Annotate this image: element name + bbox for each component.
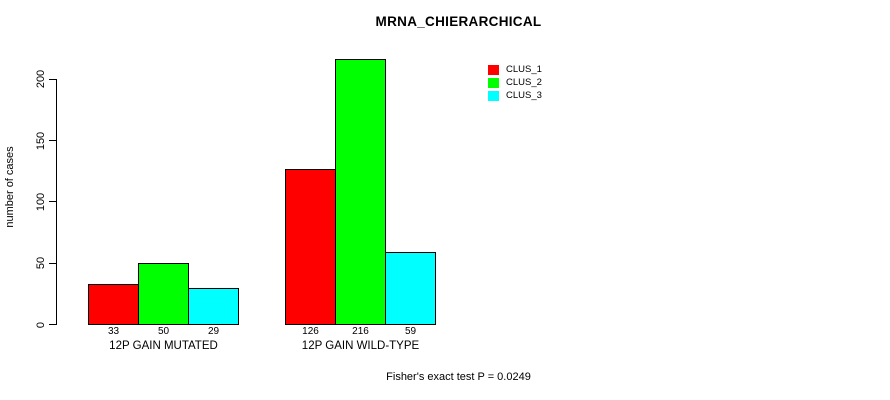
legend-row: CLUS_1	[488, 63, 542, 76]
bar-value-label: 50	[157, 326, 170, 337]
bar-clus_1-2	[285, 169, 336, 325]
bar-value-label: 59	[404, 326, 417, 337]
bar-clus_2-1	[138, 263, 189, 325]
y-axis-tick	[49, 201, 56, 203]
legend: CLUS_1 CLUS_2 CLUS_3	[488, 63, 542, 102]
y-axis-tick	[49, 78, 56, 80]
legend-swatch-clus_1	[488, 64, 499, 75]
y-tick-label: 50	[35, 257, 47, 270]
y-tick-label: 100	[35, 192, 47, 212]
legend-label: CLUS_1	[506, 64, 542, 75]
y-axis-tick	[49, 140, 56, 142]
y-tick-label: 150	[35, 131, 47, 150]
legend-row: CLUS_3	[488, 89, 542, 102]
legend-label: CLUS_3	[506, 90, 542, 101]
x-category-label: 12P GAIN MUTATED	[109, 340, 218, 352]
legend-label: CLUS_2	[506, 77, 542, 88]
legend-row: CLUS_2	[488, 76, 542, 89]
y-axis-tick	[49, 324, 56, 325]
legend-swatch-clus_2	[488, 77, 499, 88]
bar-value-label: 216	[352, 326, 369, 337]
y-tick-label: 0	[35, 321, 47, 328]
bar-clus_1-1	[88, 284, 139, 325]
legend-swatch-clus_3	[488, 90, 499, 101]
fisher-test-note: Fisher's exact test P = 0.0249	[386, 371, 531, 383]
y-axis-tick	[49, 262, 56, 264]
bar-clus_3-1	[188, 288, 239, 325]
bar-value-label: 126	[302, 326, 319, 337]
y-axis-label: number of cases	[4, 146, 16, 228]
y-axis-line	[56, 78, 57, 325]
bar-clus_3-2	[385, 252, 436, 325]
bar-value-label: 29	[207, 326, 220, 337]
chart-title: MRNA_CHIERARCHICAL	[375, 14, 542, 29]
x-category-label: 12P GAIN WILD-TYPE	[301, 340, 420, 352]
bar-clus_2-2	[335, 59, 386, 325]
bar-value-label: 33	[107, 326, 120, 337]
y-tick-label: 200	[35, 70, 47, 89]
